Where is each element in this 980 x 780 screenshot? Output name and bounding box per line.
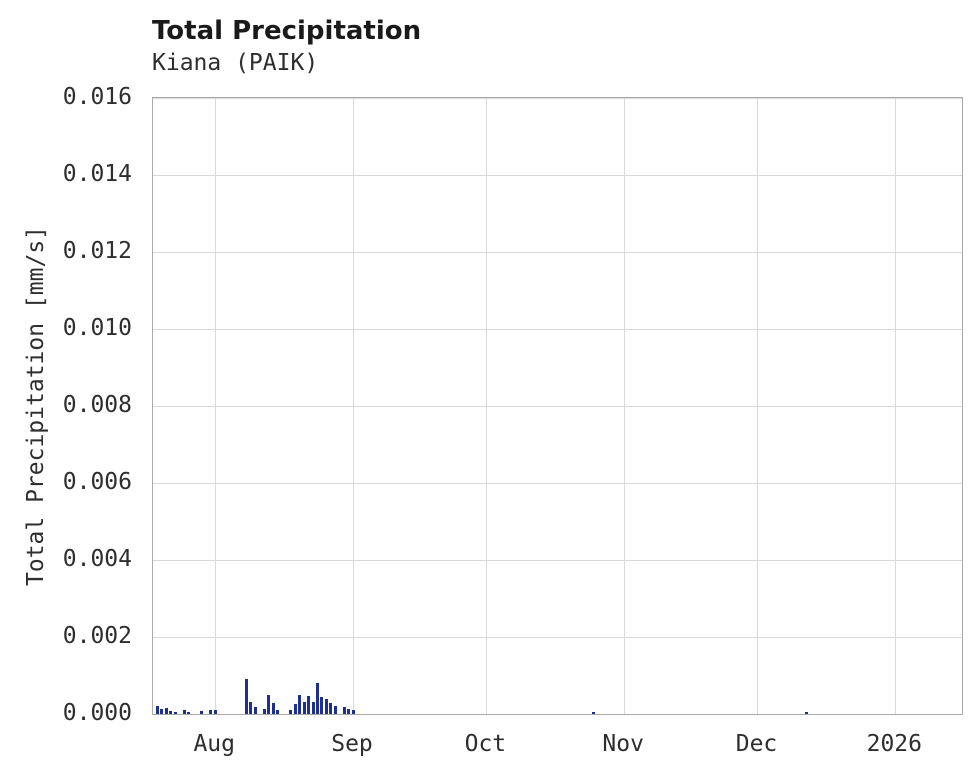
- v-gridline: [352, 98, 354, 714]
- y-tick-label: 0.016: [62, 84, 132, 110]
- x-tick-label: Aug: [193, 731, 235, 757]
- y-tick-label: 0.012: [62, 238, 132, 264]
- chart-subtitle: Kiana (PAIK): [152, 50, 319, 76]
- precipitation-bar: [298, 694, 302, 714]
- precipitation-bar: [244, 679, 248, 714]
- precipitation-bar: [315, 683, 319, 714]
- precipitation-bar: [182, 710, 186, 714]
- precipitation-bar: [262, 709, 266, 714]
- precipitation-bar: [275, 710, 279, 714]
- y-tick-label: 0.008: [62, 392, 132, 418]
- precipitation-bar: [267, 694, 271, 714]
- h-gridline: [153, 482, 962, 484]
- precipitation-bar: [187, 711, 191, 714]
- plot-area: [152, 97, 963, 715]
- precipitation-bar: [302, 702, 306, 714]
- precipitation-bar: [320, 696, 324, 714]
- precipitation-bar: [271, 703, 275, 714]
- h-gridline: [153, 405, 962, 407]
- precipitation-bar: [200, 710, 204, 714]
- x-tick-label: Dec: [735, 731, 778, 757]
- precipitation-bar: [351, 710, 355, 714]
- precipitation-bar: [591, 712, 595, 714]
- precipitation-bar: [333, 706, 337, 714]
- x-axis-ticks: Aug Sep Oct Nov Dec 2026: [152, 715, 963, 765]
- precipitation-bar: [311, 701, 315, 714]
- precipitation-bar: [213, 710, 217, 714]
- precipitation-bar: [164, 708, 168, 714]
- x-tick-label: Sep: [331, 731, 373, 757]
- precipitation-bar: [173, 711, 177, 714]
- y-axis-ticks: 0.000 0.002 0.004 0.006 0.008 0.010 0.012 0.014…: [0, 84, 140, 726]
- chart-title: Total Precipitation: [152, 16, 422, 46]
- x-tick-label: Nov: [602, 731, 644, 757]
- v-gridline: [485, 98, 487, 714]
- precipitation-bar: [160, 709, 164, 714]
- x-tick-label: 2026: [866, 731, 923, 757]
- v-gridline: [214, 98, 216, 714]
- precipitation-bar: [293, 704, 297, 714]
- precipitation-bar: [155, 706, 159, 714]
- precipitation-bar: [324, 698, 328, 714]
- precipitation-bar: [249, 702, 253, 714]
- precipitation-bar: [342, 707, 346, 714]
- precipitation-bar: [169, 710, 173, 714]
- y-tick-label: 0.004: [62, 546, 132, 572]
- precipitation-bar: [209, 710, 213, 714]
- precipitation-bar: [307, 695, 311, 714]
- precipitation-bar: [347, 709, 351, 714]
- y-tick-label: 0.006: [62, 469, 132, 495]
- h-gridline: [153, 98, 962, 99]
- precipitation-bar: [289, 710, 293, 714]
- y-tick-label: 0.010: [62, 315, 132, 341]
- h-gridline: [153, 251, 962, 253]
- y-tick-label: 0.014: [62, 161, 132, 187]
- precipitation-bar: [804, 712, 808, 714]
- h-gridline: [153, 174, 962, 176]
- y-tick-label: 0.000: [62, 700, 132, 726]
- precipitation-bar: [253, 707, 257, 714]
- y-tick-label: 0.002: [62, 623, 132, 649]
- h-gridline: [153, 328, 962, 330]
- v-gridline: [757, 98, 759, 714]
- v-gridline: [894, 98, 896, 714]
- x-tick-label: Oct: [464, 731, 507, 757]
- h-gridline: [153, 636, 962, 638]
- h-gridline: [153, 559, 962, 561]
- precipitation-bar: [329, 703, 333, 714]
- v-gridline: [623, 98, 625, 714]
